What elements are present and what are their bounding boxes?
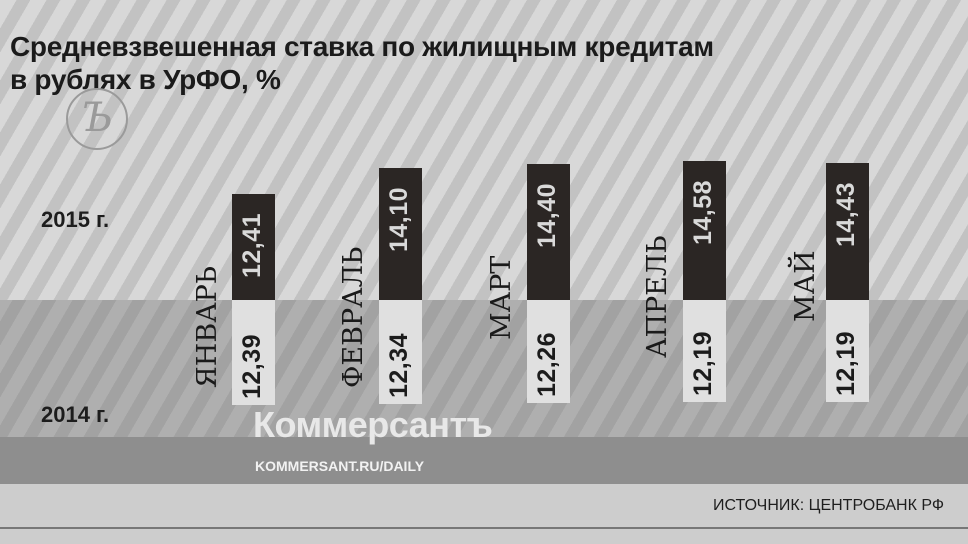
category-label-text-1: ФЕВРАЛЬ <box>338 246 369 388</box>
footer <box>0 484 968 544</box>
bar-2014-3 <box>683 300 726 403</box>
data-label-2015-text-4: 14,43 <box>832 182 860 248</box>
brand-band <box>0 437 968 484</box>
bar-2015-3 <box>683 160 726 300</box>
data-label-2015-text-0: 12,41 <box>238 213 266 279</box>
bar-2014-0 <box>232 300 275 406</box>
legend-2015: 2015 г. <box>41 207 110 232</box>
bar-2015-4 <box>826 163 869 300</box>
chart-title-line-2: в рублях в УрФО, % <box>10 64 281 95</box>
data-label-2014-text-4: 12,19 <box>832 331 860 397</box>
bar-2015-1 <box>379 168 422 300</box>
brand-logo-text: Коммерсантъ <box>253 404 493 445</box>
kommersant-seal-logo: Ъ <box>66 88 128 150</box>
data-label-2015-text-3: 14,58 <box>689 179 717 245</box>
legend-2014: 2014 г. <box>41 402 110 427</box>
footer-rule <box>0 527 968 529</box>
brand-url[interactable]: KOMMERSANT.RU/DAILY <box>255 458 425 474</box>
category-label-text-4: МАЙ <box>790 250 821 322</box>
bar-2015-0 <box>232 194 275 300</box>
category-label-text-0: ЯНВАРЬ <box>192 265 223 388</box>
category-label-text-3: АПРЕЛЬ <box>642 235 673 358</box>
chart-title-line-1: Средневзвешенная ставка по жилищным кред… <box>10 31 714 62</box>
source-note: ИСТОЧНИК: ЦЕНТРОБАНК РФ <box>713 497 944 514</box>
chart-background-2015 <box>0 0 968 300</box>
category-label-text-2: МАРТ <box>486 255 517 340</box>
bar-2014-4 <box>826 300 869 403</box>
data-label-2014-text-1: 12,34 <box>385 333 413 399</box>
data-label-2014-text-2: 12,26 <box>533 332 561 398</box>
data-label-2015-text-1: 14,10 <box>385 187 413 253</box>
data-label-2015-text-2: 14,40 <box>533 182 561 248</box>
data-label-2014-text-3: 12,19 <box>689 331 717 397</box>
bar-2014-1 <box>379 300 422 405</box>
bar-2015-2 <box>527 163 570 300</box>
chart-background-2014 <box>0 300 968 437</box>
data-label-2014-text-0: 12,39 <box>238 334 266 400</box>
chart-title: Средневзвешенная ставка по жилищным кред… <box>10 30 910 96</box>
bar-2014-2 <box>527 300 570 404</box>
